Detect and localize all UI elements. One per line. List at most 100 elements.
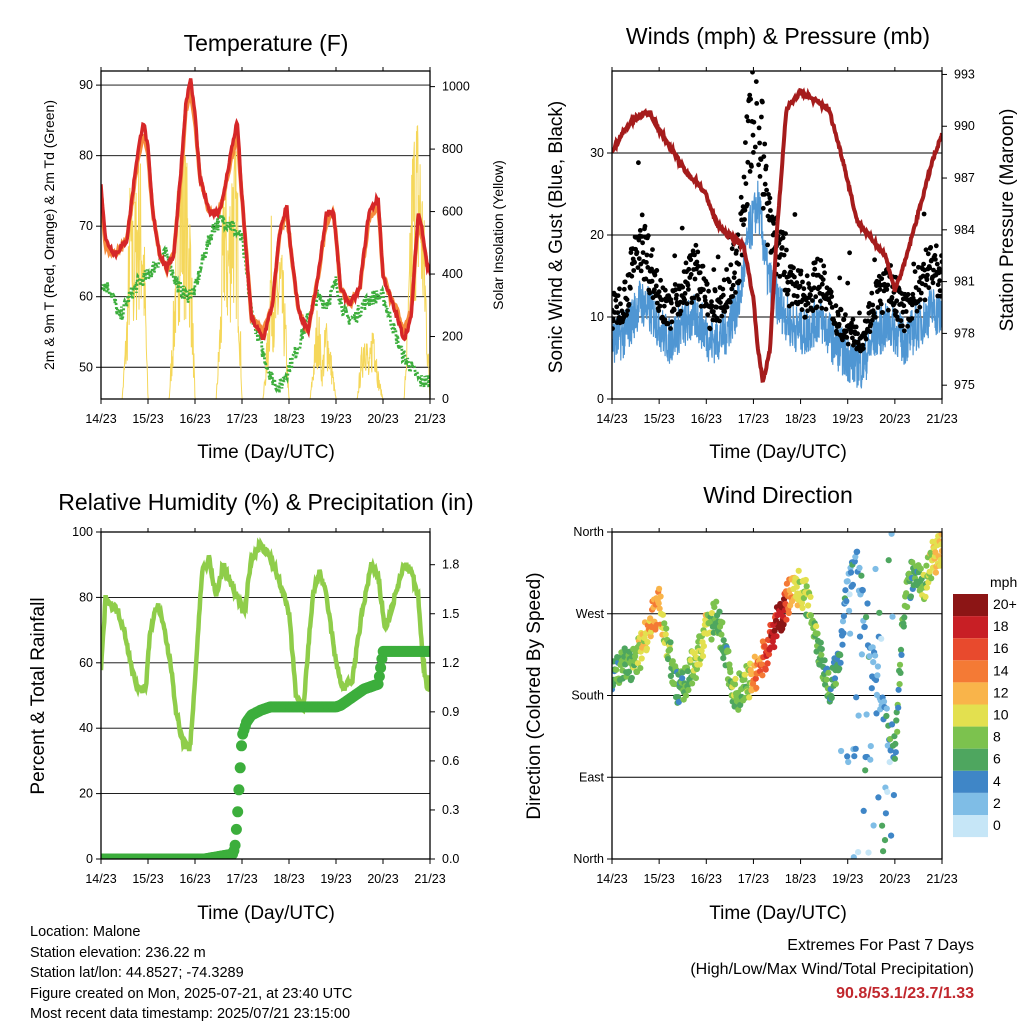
- direction-point: [657, 593, 664, 600]
- rh-ytick-label: 60: [79, 656, 93, 670]
- gust-point: [727, 279, 732, 285]
- winds-xtick-label: 20/23: [879, 412, 910, 426]
- direction-point: [879, 822, 886, 829]
- gust-point: [665, 321, 671, 327]
- direction-point: [891, 755, 899, 762]
- gust-point: [801, 286, 807, 292]
- station-location: Location: Malone: [30, 924, 141, 940]
- direction-point: [847, 569, 855, 576]
- gust-point: [771, 221, 777, 226]
- direction-point: [782, 600, 789, 608]
- gust-point: [817, 284, 822, 290]
- legend-label: 0: [993, 817, 1001, 833]
- gust-point: [932, 253, 938, 258]
- temp-y2tick-label: 0: [442, 392, 449, 406]
- gust-point: [838, 307, 844, 313]
- gust-point: [925, 251, 931, 257]
- rainfall-point: [230, 823, 242, 835]
- direction-point: [711, 604, 718, 611]
- gust-point: [873, 314, 878, 320]
- direction-point: [628, 674, 635, 682]
- direction-point: [699, 653, 707, 660]
- gust-point: [691, 295, 697, 301]
- direction-point: [880, 848, 887, 855]
- dir-ytick-label: North: [573, 525, 604, 539]
- direction-point: [862, 767, 869, 774]
- gust-point: [869, 290, 875, 296]
- gust-point: [657, 303, 663, 309]
- winds-series: [612, 71, 942, 389]
- gust-point: [939, 253, 942, 259]
- gust-point: [704, 281, 710, 287]
- gust-point: [672, 253, 678, 259]
- direction-point: [891, 733, 898, 740]
- gust-point: [648, 253, 654, 258]
- gust-point: [870, 302, 876, 308]
- winds-xtick-label: 15/23: [644, 412, 675, 426]
- direction-point: [859, 587, 866, 594]
- direction-point: [903, 590, 910, 597]
- direction-point: [937, 562, 942, 569]
- direction-point: [655, 600, 662, 607]
- temperature-xlabel: Time (Day/UTC): [197, 442, 335, 463]
- gust-point: [741, 174, 747, 180]
- direction-point: [896, 681, 903, 688]
- direction-point: [746, 694, 753, 701]
- gust-point: [800, 279, 805, 285]
- winds-ylabel-right: Station Pressure (Maroon): [997, 109, 1018, 332]
- direction-point: [737, 701, 744, 709]
- gust-point: [865, 318, 871, 324]
- legend-swatch: [953, 638, 988, 661]
- legend-label: 8: [993, 729, 1001, 745]
- legend-swatch: [953, 770, 988, 793]
- direction-point: [901, 614, 908, 621]
- temp-ytick-label: 50: [79, 360, 93, 374]
- gust-point: [645, 233, 651, 239]
- rainfall-point: [234, 762, 246, 774]
- gust-point: [768, 208, 773, 213]
- gust-point: [748, 96, 753, 102]
- gust-point: [763, 163, 769, 169]
- direction-point: [892, 740, 899, 748]
- gust-point: [635, 265, 641, 270]
- gust-point: [933, 243, 939, 249]
- direction-ylabel-left: Direction (Colored By Speed): [524, 572, 545, 819]
- gust-point: [804, 273, 810, 279]
- gust-point: [843, 312, 848, 317]
- dir-xtick-label: 17/23: [738, 872, 769, 886]
- direction-point: [882, 810, 890, 817]
- direction-point: [675, 698, 683, 706]
- legend-swatch: [953, 726, 988, 749]
- gust-point: [792, 212, 798, 217]
- gust-point: [806, 281, 811, 287]
- direction-point: [888, 721, 896, 728]
- gust-point: [741, 222, 746, 228]
- direction-point: [842, 587, 849, 594]
- gust-point: [730, 282, 736, 288]
- station-latlon: Station lat/lon: 44.8527; -74.3289: [30, 965, 244, 981]
- gust-point: [818, 298, 823, 304]
- legend-swatch: [953, 792, 988, 815]
- gust-point: [673, 287, 678, 293]
- direction-point: [741, 671, 749, 678]
- legend-swatch: [953, 594, 988, 617]
- rh-series: [101, 536, 430, 859]
- direction-point: [669, 658, 676, 665]
- winds-y2tick-label: 978: [954, 326, 975, 340]
- direction-point: [685, 686, 692, 694]
- gust-point: [805, 308, 810, 314]
- rh-ytick-label: 40: [79, 721, 93, 735]
- direction-point: [665, 656, 672, 663]
- direction-point: [923, 562, 930, 569]
- gust-point: [877, 287, 883, 292]
- rainfall-point: [373, 671, 385, 682]
- humidity-xlabel: Time (Day/UTC): [197, 903, 335, 924]
- winds-xtick-label: 17/23: [738, 412, 769, 426]
- winds-title: Winds (mph) & Pressure (mb): [626, 23, 930, 49]
- direction-point: [855, 849, 862, 856]
- gust-point: [821, 263, 827, 269]
- gust-point: [714, 304, 720, 310]
- gust-point: [614, 304, 620, 310]
- direction-point: [661, 620, 668, 627]
- direction-point: [732, 675, 739, 683]
